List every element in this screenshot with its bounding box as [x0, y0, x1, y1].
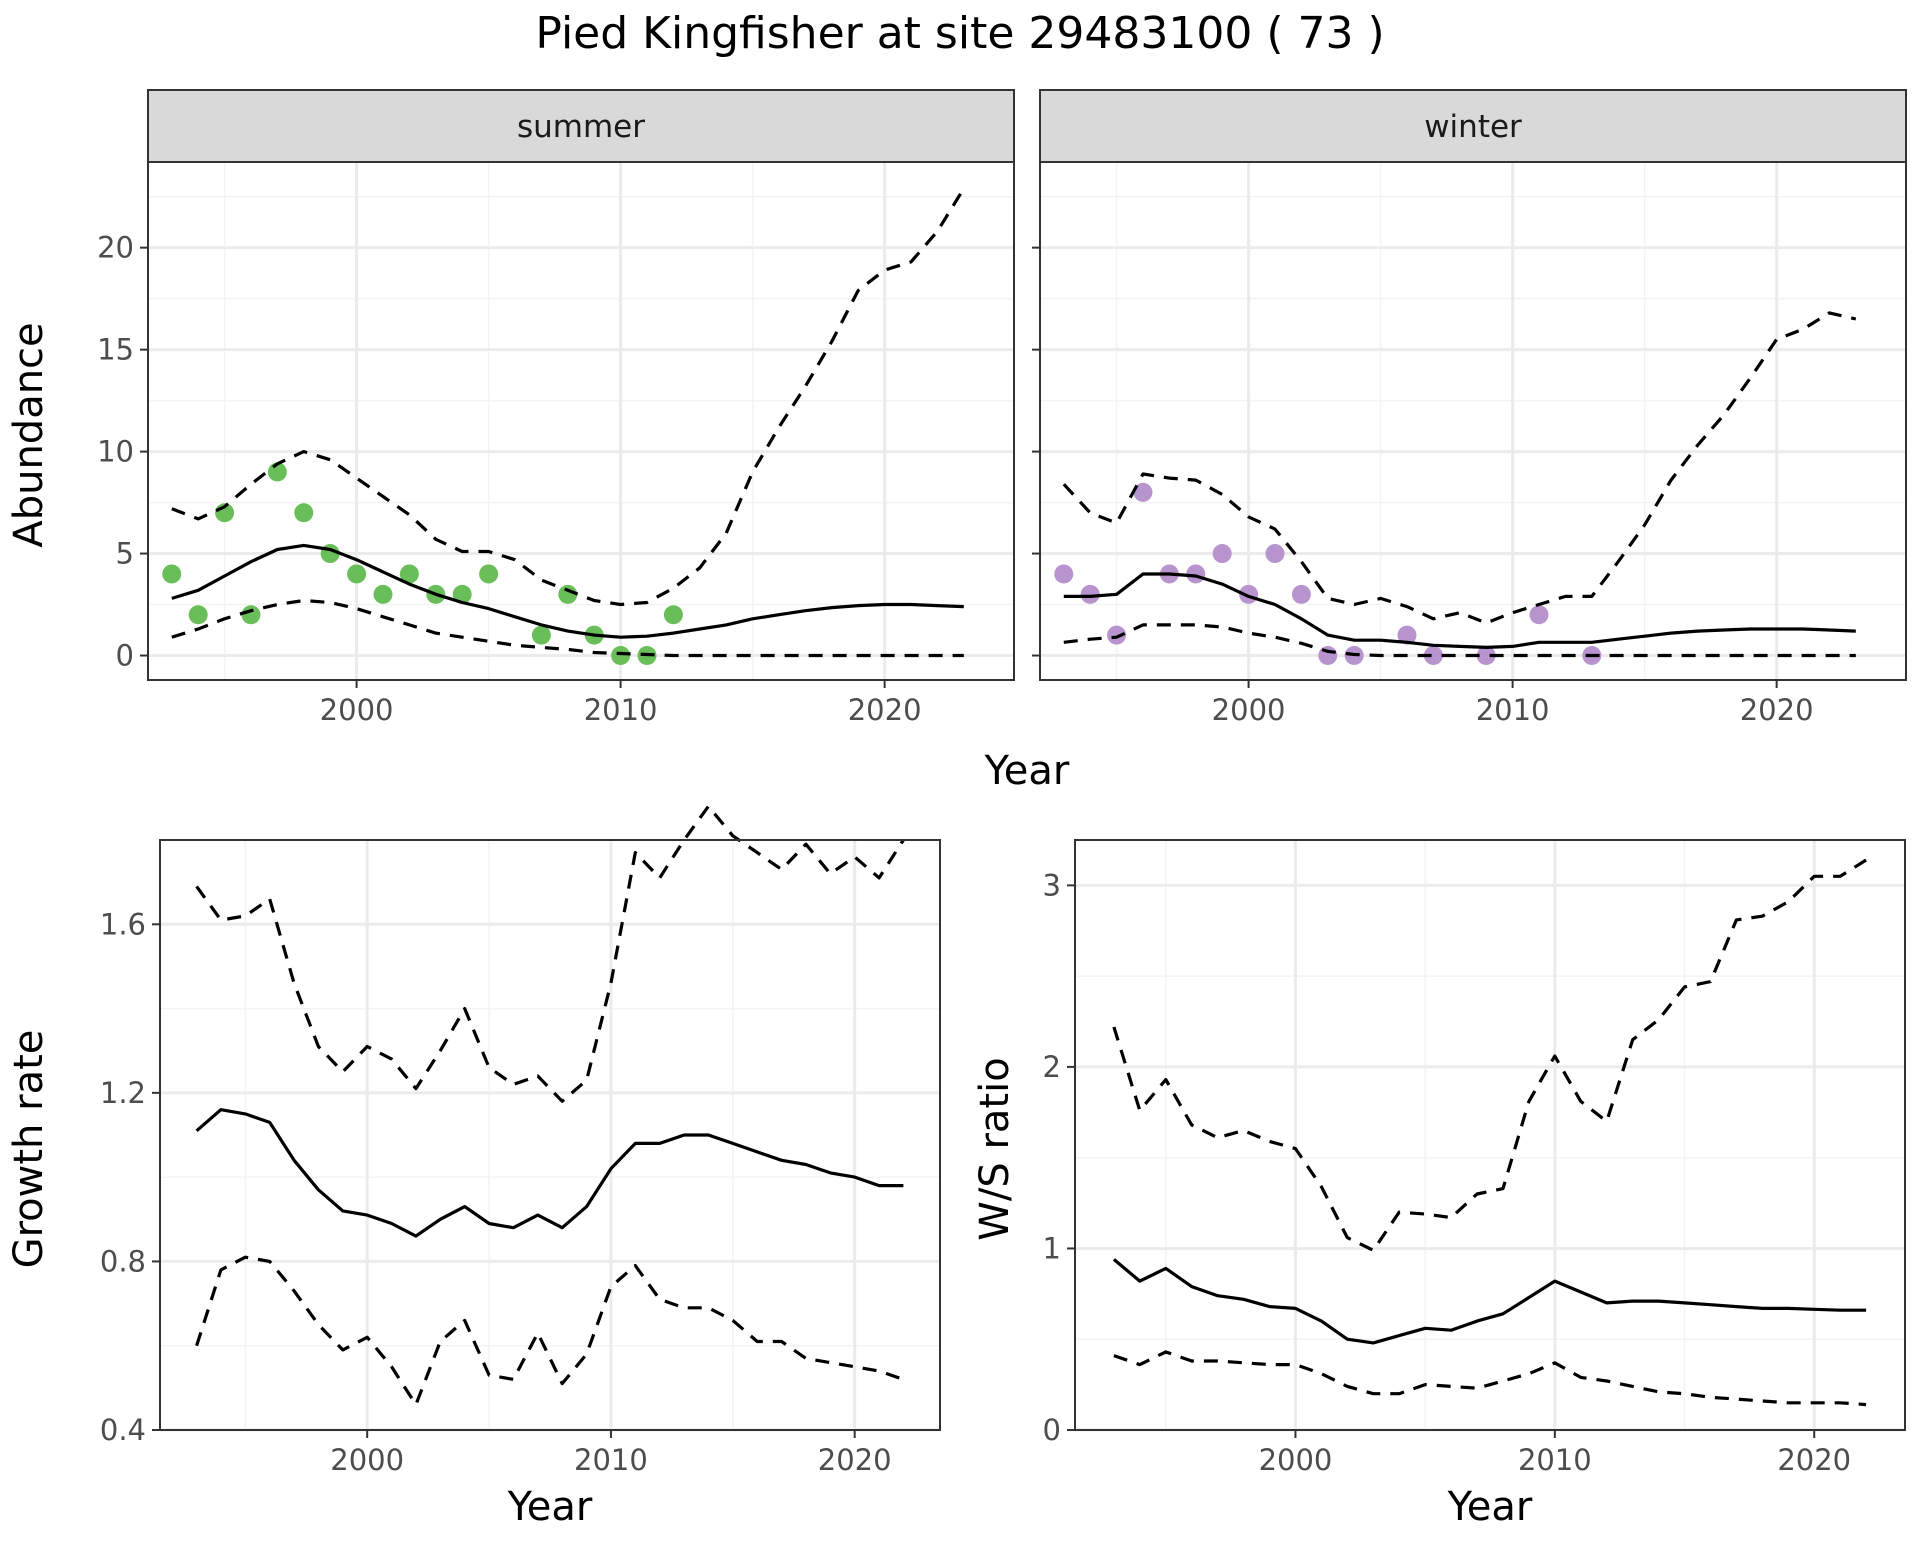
data-point: [267, 462, 287, 482]
x-tick-label: 2000: [320, 693, 394, 727]
facet-strip-label: summer: [517, 109, 645, 145]
y-tick-label: 15: [97, 333, 134, 367]
facet-strip: [1039, 89, 1907, 163]
x-tick-label: 2010: [1476, 693, 1550, 727]
series-line-upper: [1112, 858, 1867, 1252]
series-line-estimate: [171, 543, 964, 639]
panel-background: [1075, 840, 1905, 1430]
series-line-lower: [195, 1255, 904, 1407]
panel-growth-rate: 2000 2010 2020 0.4 0.8 1.2 1.6 Year Growth rate: [6, 804, 941, 1530]
data-point: [1054, 564, 1074, 584]
chart-title: Pied Kingfisher at site 29483100 ( 73 ): [535, 8, 1385, 59]
panel-winter: winter 2000 2010 2020: [1032, 89, 1907, 727]
data-point: [241, 605, 261, 625]
data-point: [531, 625, 551, 645]
data-point: [663, 605, 683, 625]
series-line-estimate: [1063, 572, 1856, 649]
data-point: [1080, 584, 1100, 604]
series-line-upper: [171, 187, 966, 607]
x-axis-title: Year: [984, 748, 1070, 794]
y-tick-label: 0: [116, 639, 134, 673]
x-tick-label: 2000: [330, 1443, 404, 1477]
data-point: [1476, 646, 1496, 666]
x-tick-label: 2000: [1259, 1443, 1333, 1477]
data-point: [1133, 482, 1153, 502]
y-axis-title: Abundance: [6, 322, 52, 547]
x-tick-label: 2010: [574, 1443, 648, 1477]
panel-background: [160, 840, 940, 1430]
y-tick-label: 20: [97, 231, 134, 265]
series-line-lower: [1113, 1350, 1867, 1407]
data-point: [294, 503, 314, 523]
y-tick-label: 1.6: [100, 907, 146, 941]
x-tick-label: 2010: [584, 693, 658, 727]
data-point: [1423, 646, 1443, 666]
data-point: [188, 605, 208, 625]
y-tick-label: 2: [1043, 1050, 1061, 1084]
x-tick-label: 2020: [1777, 1443, 1851, 1477]
x-axis-title: Year: [507, 1484, 593, 1530]
x-axis-title: Year: [1447, 1484, 1533, 1530]
facet-strip-label: winter: [1424, 109, 1522, 145]
panel-border: [159, 839, 941, 1431]
y-tick-label: 1.2: [100, 1076, 146, 1110]
data-point: [373, 584, 393, 604]
series-line-estimate: [195, 1108, 904, 1238]
facet-strip: [147, 89, 1015, 163]
panel-w-s-ratio: 2000 2010 2020 0 1 2 3 Year W/S ratio: [972, 839, 1906, 1530]
x-tick-label: 2000: [1212, 693, 1286, 727]
y-tick-label: 1: [1043, 1231, 1061, 1265]
data-point: [347, 564, 367, 584]
data-point: [452, 584, 472, 604]
x-tick-label: 2020: [848, 693, 922, 727]
y-tick-label: 5: [116, 537, 134, 571]
series-line-upper: [195, 804, 905, 1103]
data-point: [1291, 584, 1311, 604]
x-tick-label: 2010: [1518, 1443, 1592, 1477]
data-point: [1397, 625, 1417, 645]
data-point: [162, 564, 182, 584]
data-point: [479, 564, 499, 584]
data-point: [1529, 605, 1549, 625]
y-tick-label: 0: [1043, 1413, 1061, 1447]
y-axis-title: W/S ratio: [972, 1057, 1018, 1240]
y-tick-label: 3: [1043, 868, 1061, 902]
data-point: [1265, 544, 1285, 564]
panel-summer: summer 2000 2010 2020 0 5 10 15 20: [97, 89, 1015, 727]
data-point: [399, 564, 419, 584]
data-point: [1212, 544, 1232, 564]
series-line-upper: [1062, 311, 1857, 625]
x-tick-label: 2020: [1740, 693, 1814, 727]
y-axis-title: Growth rate: [6, 1030, 52, 1269]
y-tick-label: 10: [97, 435, 134, 469]
data-point: [1107, 625, 1127, 645]
data-point: [1318, 646, 1338, 666]
y-tick-label: 0.8: [100, 1244, 146, 1278]
series-line-estimate: [1112, 1258, 1867, 1345]
panel-border: [1074, 839, 1906, 1431]
data-point: [611, 646, 631, 666]
y-tick-label: 0.4: [100, 1413, 146, 1447]
x-tick-label: 2020: [818, 1443, 892, 1477]
data-point: [558, 584, 578, 604]
